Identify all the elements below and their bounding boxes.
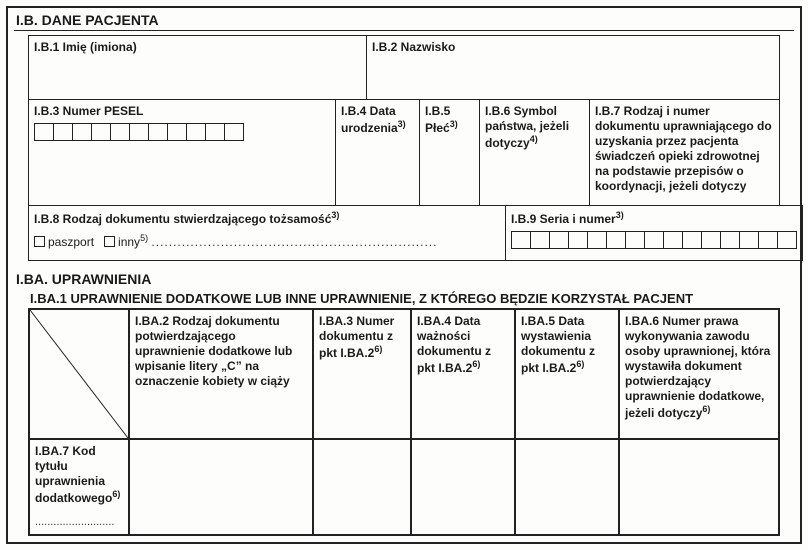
char-box[interactable] xyxy=(91,123,111,141)
cell-ba3-val[interactable] xyxy=(313,439,411,535)
checkbox-paszport[interactable] xyxy=(34,236,45,247)
cell-b5: I.B.5 Płeć3) xyxy=(420,99,480,205)
label-b5: I.B.5 Płeć3) xyxy=(425,104,474,136)
section-ib-title: I.B. DANE PACJENTA xyxy=(14,8,794,31)
cell-ba3: I.BA.3 Numer dokumentu z pkt I.BA.26) xyxy=(313,309,411,439)
diagonal-icon xyxy=(30,310,128,438)
row-b3-b7: I.B.3 Numer PESEL I.B.4 Data urodzenia3)… xyxy=(28,99,780,205)
label-b3: I.B.3 Numer PESEL xyxy=(34,104,330,119)
char-box[interactable] xyxy=(72,123,92,141)
iba-row1: I.BA.2 Rodzaj dokumentu potwierdzającego… xyxy=(29,309,779,439)
char-box[interactable] xyxy=(777,231,797,249)
cell-ba7: I.BA.7 Kod tytułu uprawnienia dodatkoweg… xyxy=(29,439,129,535)
char-box[interactable] xyxy=(720,231,740,249)
cell-ba5: I.BA.5 Data wystawienia dokumentu z pkt … xyxy=(515,309,619,439)
label-ba5: I.BA.5 Data wystawienia dokumentu z pkt … xyxy=(521,314,613,376)
label-ba3: I.BA.3 Numer dokumentu z pkt I.BA.26) xyxy=(319,314,405,361)
char-box[interactable] xyxy=(186,123,206,141)
char-box[interactable] xyxy=(682,231,702,249)
serial-boxes[interactable] xyxy=(511,231,797,249)
cell-ba6-val[interactable] xyxy=(619,439,779,535)
label-b4: I.B.4 Data urodzenia3) xyxy=(341,104,414,136)
row-b8-b9: I.B.8 Rodzaj dokumentu stwierdzającego t… xyxy=(28,205,780,261)
cell-b7: I.B.7 Rodzaj i numer dokumentu uprawniaj… xyxy=(590,99,780,205)
b8-options: paszport inny5) ........................… xyxy=(34,233,500,250)
char-box[interactable] xyxy=(758,231,778,249)
iba-row2: I.BA.7 Kod tytułu uprawnienia dodatkoweg… xyxy=(29,439,779,535)
char-box[interactable] xyxy=(606,231,626,249)
label-ba2: I.BA.2 Rodzaj dokumentu potwierdzającego… xyxy=(135,314,307,389)
label-ba4: I.BA.4 Data ważności dokumentu z pkt I.B… xyxy=(417,314,509,376)
cell-b1: I.B.1 Imię (imiona) xyxy=(28,35,366,99)
char-box[interactable] xyxy=(644,231,664,249)
char-box[interactable] xyxy=(224,123,244,141)
label-b7: I.B.7 Rodzaj i numer dokumentu uprawniaj… xyxy=(595,104,774,194)
char-box[interactable] xyxy=(530,231,550,249)
label-b9: I.B.9 Seria i numer3) xyxy=(511,210,797,227)
cell-b3: I.B.3 Numer PESEL xyxy=(28,99,336,205)
section-iba-title: I.BA. UPRAWNIENIA xyxy=(14,261,794,289)
char-box[interactable] xyxy=(587,231,607,249)
cell-ba5-val[interactable] xyxy=(515,439,619,535)
cell-b9: I.B.9 Seria i numer3) xyxy=(506,205,803,261)
opt-paszport: paszport xyxy=(48,235,94,249)
opt-inny: inny5) xyxy=(118,235,148,249)
cell-ba6: I.BA.6 Numer prawa wykonywania zawodu os… xyxy=(619,309,779,439)
cell-b6: I.B.6 Symbol państwa, jeżeli dotyczy4) xyxy=(480,99,590,205)
cell-ba2: I.BA.2 Rodzaj dokumentu potwierdzającego… xyxy=(129,309,313,439)
label-b1: I.B.1 Imię (imiona) xyxy=(34,40,361,55)
char-box[interactable] xyxy=(511,231,531,249)
b8-dots: ........................................… xyxy=(151,235,437,249)
ba7-dots: .......................... xyxy=(35,516,114,530)
row-b1-b2: I.B.1 Imię (imiona) I.B.2 Nazwisko xyxy=(28,35,780,99)
label-ba6: I.BA.6 Numer prawa wykonywania zawodu os… xyxy=(625,314,773,421)
char-box[interactable] xyxy=(663,231,683,249)
checkbox-inny[interactable] xyxy=(104,236,115,247)
cell-b2: I.B.2 Nazwisko xyxy=(366,35,780,99)
char-box[interactable] xyxy=(568,231,588,249)
cell-ba4: I.BA.4 Data ważności dokumentu z pkt I.B… xyxy=(411,309,515,439)
char-box[interactable] xyxy=(167,123,187,141)
iba-table: I.BA.2 Rodzaj dokumentu potwierdzającego… xyxy=(28,308,780,536)
cell-ba4-val[interactable] xyxy=(411,439,515,535)
cell-ba2-val[interactable] xyxy=(129,439,313,535)
pesel-boxes[interactable] xyxy=(34,123,330,141)
char-box[interactable] xyxy=(34,123,54,141)
section-iba-sub: I.BA.1 UPRAWNIENIE DODATKOWE LUB INNE UP… xyxy=(28,289,794,308)
char-box[interactable] xyxy=(148,123,168,141)
cell-b8: I.B.8 Rodzaj dokumentu stwierdzającego t… xyxy=(28,205,506,261)
char-box[interactable] xyxy=(739,231,759,249)
label-b8: I.B.8 Rodzaj dokumentu stwierdzającego t… xyxy=(34,210,500,227)
char-box[interactable] xyxy=(110,123,130,141)
label-ba7: I.BA.7 Kod tytułu uprawnienia dodatkoweg… xyxy=(35,444,123,506)
cell-b4: I.B.4 Data urodzenia3) xyxy=(336,99,420,205)
char-box[interactable] xyxy=(549,231,569,249)
label-b2: I.B.2 Nazwisko xyxy=(372,40,774,55)
char-box[interactable] xyxy=(53,123,73,141)
iba-diag xyxy=(29,309,129,439)
char-box[interactable] xyxy=(205,123,225,141)
char-box[interactable] xyxy=(129,123,149,141)
form-outer: I.B. DANE PACJENTA I.B.1 Imię (imiona) I… xyxy=(6,6,802,544)
label-b6: I.B.6 Symbol państwa, jeżeli dotyczy4) xyxy=(485,104,584,151)
char-box[interactable] xyxy=(701,231,721,249)
char-box[interactable] xyxy=(625,231,645,249)
